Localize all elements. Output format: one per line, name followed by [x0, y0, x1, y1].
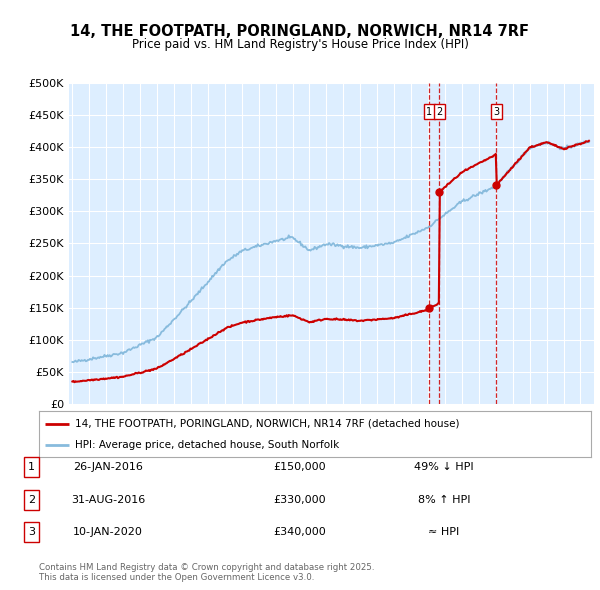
Text: 8% ↑ HPI: 8% ↑ HPI — [418, 495, 470, 504]
Text: 14, THE FOOTPATH, PORINGLAND, NORWICH, NR14 7RF (detached house): 14, THE FOOTPATH, PORINGLAND, NORWICH, N… — [75, 419, 460, 429]
Text: 1: 1 — [426, 107, 432, 117]
Text: 2: 2 — [436, 107, 443, 117]
Text: Contains HM Land Registry data © Crown copyright and database right 2025.
This d: Contains HM Land Registry data © Crown c… — [39, 563, 374, 582]
Text: ≈ HPI: ≈ HPI — [428, 527, 460, 537]
Text: 10-JAN-2020: 10-JAN-2020 — [73, 527, 143, 537]
Text: 3: 3 — [493, 107, 499, 117]
Text: £340,000: £340,000 — [274, 527, 326, 537]
Text: HPI: Average price, detached house, South Norfolk: HPI: Average price, detached house, Sout… — [75, 440, 339, 450]
Text: 14, THE FOOTPATH, PORINGLAND, NORWICH, NR14 7RF: 14, THE FOOTPATH, PORINGLAND, NORWICH, N… — [71, 24, 530, 40]
Text: 31-AUG-2016: 31-AUG-2016 — [71, 495, 145, 504]
Text: Price paid vs. HM Land Registry's House Price Index (HPI): Price paid vs. HM Land Registry's House … — [131, 38, 469, 51]
Text: 26-JAN-2016: 26-JAN-2016 — [73, 463, 143, 472]
Text: £330,000: £330,000 — [274, 495, 326, 504]
Text: 1: 1 — [28, 463, 35, 472]
Text: 49% ↓ HPI: 49% ↓ HPI — [414, 463, 474, 472]
Text: £150,000: £150,000 — [274, 463, 326, 472]
Text: 2: 2 — [28, 495, 35, 504]
Text: 3: 3 — [28, 527, 35, 537]
